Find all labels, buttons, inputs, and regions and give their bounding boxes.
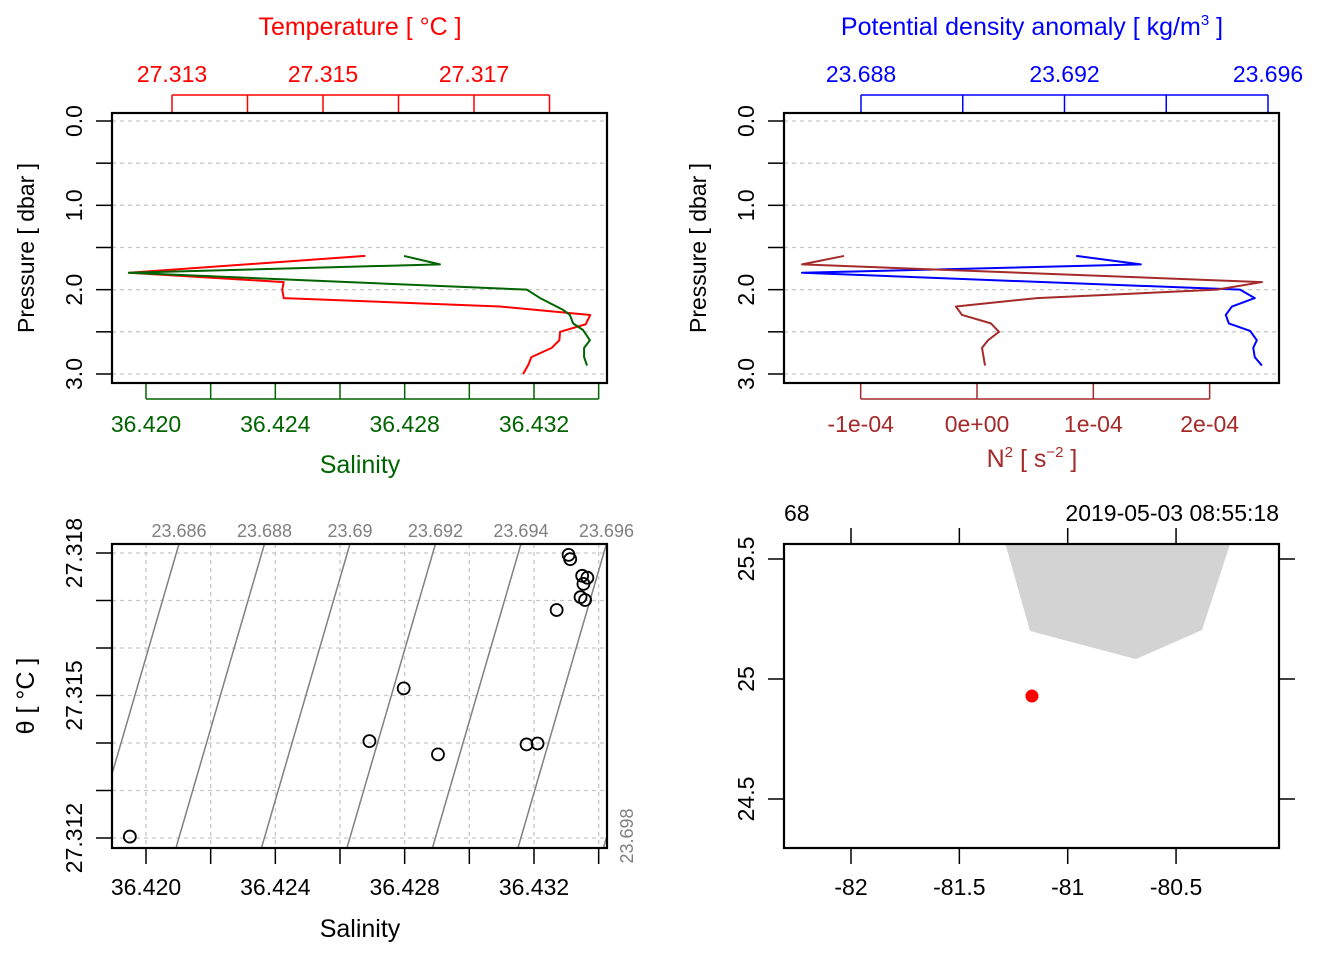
salinity-profile-line [127,254,591,366]
tick-label: 27.315 [61,660,87,730]
tick-label: -80.5 [1150,874,1202,900]
tick-label: 27.315 [288,61,358,87]
isopycnal-label: 23.696 [579,521,634,541]
n2-profile-line [801,254,1264,366]
map-content [1005,544,1231,703]
isopycnal-line [431,544,522,848]
station-marker [1025,689,1039,703]
profile-lines [127,254,592,375]
tick-label: 23.688 [826,61,896,87]
isopycnal-line [602,833,607,848]
ts-point [578,593,592,607]
tick-label: 27.317 [439,61,509,87]
tick-label: -81 [1051,874,1084,900]
tick-label: 27.312 [61,803,87,873]
tick-label: 24.5 [733,777,759,822]
map-frame [782,542,1281,850]
tick-label: 2.0 [733,274,759,306]
tick-label: 3.0 [61,358,87,390]
profile-plot-frame [110,111,609,385]
isopycnals [112,544,607,848]
tick-label: -81.5 [933,874,985,900]
tick-label: -82 [834,874,867,900]
tick-label: 36.432 [499,874,569,900]
tick-label: 23.692 [1029,61,1099,87]
tick-label: 36.420 [111,874,181,900]
tick-label: 2e-04 [1180,411,1239,437]
isopycnal-label: 23.698 [617,808,637,863]
ts-point [530,736,545,751]
ts-point [362,734,377,748]
tick-label: 36.432 [499,411,569,437]
isopycnal-label: 23.688 [237,521,292,541]
profile-plot-frame [782,111,1281,385]
ts-point [563,552,578,567]
temperature-axis-title: Temperature [ °C ] [258,13,461,41]
x-axis-label: Salinity [320,915,401,943]
tick-label: 0.0 [733,105,759,137]
temperature-profile-line [127,254,592,375]
salinity-axis-label: Salinity [320,451,401,479]
isopycnal-label: 23.686 [151,521,206,541]
pressure-axis: 0.0 1.0 2.0 3.0 [733,105,1279,390]
tick-label: 27.313 [137,61,207,87]
ts-point [396,681,411,696]
isopycnal-line [112,544,180,777]
tick-label: 36.428 [369,411,439,437]
pressure-axis: 0.0 1.0 2.0 3.0 [61,105,607,390]
tick-label: 0.0 [61,105,87,137]
tick-label: 27.318 [61,518,87,588]
tick-label: 1.0 [61,189,87,221]
ts-point [519,737,534,752]
y-axis-label: Pressure [ dbar ] [13,163,39,333]
tick-label: 23.696 [1233,61,1303,87]
isopycnal-label: 23.694 [493,521,548,541]
isopycnal-label: 23.692 [408,521,463,541]
tick-label: 36.424 [240,411,311,437]
datetime-label: 2019-05-03 08:55:18 [1065,500,1279,526]
station-label: 68 [784,500,810,526]
density-axis-title: Potential density anomaly [ kg/m3 ] [841,12,1223,41]
isopycnal-line [346,544,437,848]
tick-label: 36.424 [240,874,311,900]
isopycnal-line [260,544,351,848]
tick-label: 1e-04 [1064,411,1123,437]
ts-point [122,829,137,844]
profile-lines [800,254,1264,367]
tick-label: -1e-04 [827,411,894,437]
ts-point [431,747,445,762]
tick-label: 36.428 [369,874,439,900]
y-axis-label: θ [ °C ] [12,658,40,735]
land-polygon [1005,544,1231,660]
tick-label: 3.0 [733,358,759,390]
ts-point [576,576,591,591]
tick-label: 2.0 [61,274,87,306]
isopycnal-line [175,544,266,848]
tick-label: 0e+00 [945,411,1010,437]
tick-label: 25 [733,666,759,692]
isopycnal-line [517,544,607,848]
ts-plot-frame [110,542,609,850]
n2-axis-label: N2 [ s−2 ] [987,444,1078,473]
tick-label: 36.420 [111,411,181,437]
isopycnal-label: 23.69 [327,521,372,541]
density-profile-line [800,254,1263,367]
ts-point [549,603,564,617]
tick-label: 25.5 [733,537,759,582]
tick-label: 1.0 [733,189,759,221]
y-axis-label: Pressure [ dbar ] [685,163,711,333]
